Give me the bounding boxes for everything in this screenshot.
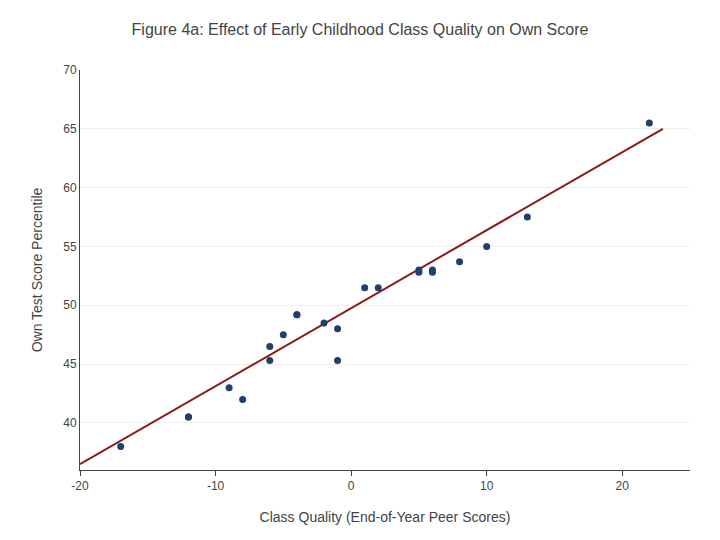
- svg-text:55: 55: [63, 240, 77, 254]
- svg-text:Own Test Score Percentile: Own Test Score Percentile: [29, 187, 45, 352]
- svg-text:-20: -20: [71, 479, 89, 493]
- svg-text:Figure 4a: Effect of Early Chi: Figure 4a: Effect of Early Childhood Cla…: [132, 21, 589, 38]
- svg-text:Class Quality (End-of-Year Pee: Class Quality (End-of-Year Peer Scores): [260, 509, 511, 525]
- svg-text:10: 10: [480, 479, 494, 493]
- svg-text:65: 65: [63, 122, 77, 136]
- svg-text:50: 50: [63, 298, 77, 312]
- svg-text:60: 60: [63, 181, 77, 195]
- svg-text:40: 40: [63, 416, 77, 430]
- svg-text:70: 70: [63, 63, 77, 77]
- svg-text:-10: -10: [207, 479, 225, 493]
- svg-text:20: 20: [616, 479, 630, 493]
- svg-text:45: 45: [63, 357, 77, 371]
- svg-text:0: 0: [348, 479, 355, 493]
